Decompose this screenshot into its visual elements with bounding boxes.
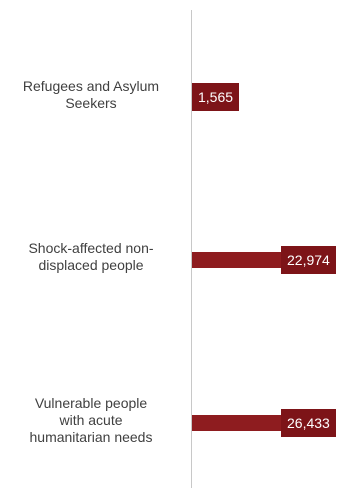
- bar-value-label: 1,565: [192, 83, 240, 111]
- category-label: Shock-affected non- displaced people: [28, 240, 154, 273]
- category-label: Refugees and Asylum Seekers: [22, 78, 160, 111]
- category-axis-line: [191, 10, 192, 488]
- bar-value-label: 26,433: [281, 409, 336, 437]
- bar-value-label: 22,974: [281, 246, 336, 274]
- category-label: Vulnerable people with acute humanitaria…: [29, 395, 153, 445]
